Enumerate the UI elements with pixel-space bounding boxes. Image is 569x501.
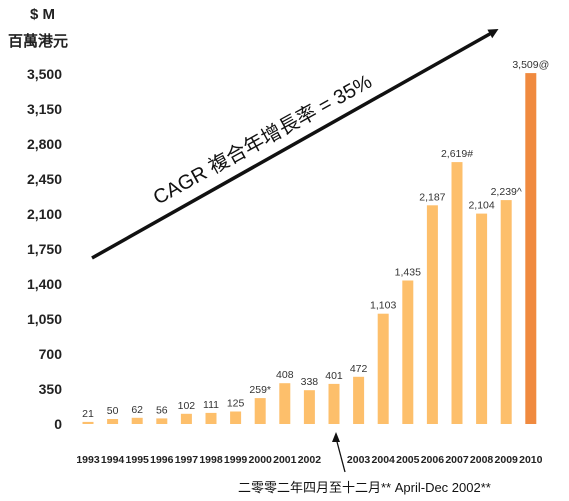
bar [107,419,119,424]
bar-value-label: 338 [301,376,319,388]
bar [82,421,94,424]
bar [377,313,389,424]
x-tick-label: 1996 [150,454,174,466]
note-pointer-arrowhead [332,432,340,442]
note-annotation: 二零零二年四月至十二月** April-Dec 2002** [238,480,491,495]
bar [476,213,488,424]
cagr-annotation: CAGR 複合年增長率 = 35% [149,70,376,210]
bar [426,205,438,424]
bar-value-label: 2,239^ [491,186,522,198]
bar-value-label: 111 [203,399,219,411]
bar-value-label: 259* [249,384,271,396]
y-tick-label: 2,800 [27,136,62,152]
x-tick-label: 2010 [519,454,543,466]
bar [402,280,414,424]
bar [180,413,192,424]
bar [254,398,266,424]
bar-value-label: 3,509@ [512,59,549,71]
y-tick-label: 350 [39,381,63,397]
x-tick-label: 1995 [126,454,150,466]
bar [131,417,143,424]
bar [525,73,537,424]
bar-value-label: 125 [227,398,245,410]
bar [451,162,463,424]
x-tick-label: 2005 [396,454,420,466]
bar [328,383,340,424]
x-tick-label: 1997 [175,454,199,466]
x-tick-label: 1999 [224,454,248,466]
y-axis-title: 百萬港元 [8,33,69,50]
bar [353,376,365,424]
x-tick-label: 2007 [445,454,469,466]
bar [205,412,217,424]
x-tick-label: 2000 [249,454,273,466]
x-tick-label: 2001 [273,454,297,466]
x-tick-label: 1993 [76,454,100,466]
bar-value-label: 2,104 [468,200,494,212]
bar [279,383,291,424]
bar-value-label: 21 [82,408,94,420]
y-tick-label: 0 [54,416,62,432]
x-tick-label: 1994 [101,454,125,466]
bar-value-label: 102 [178,400,196,412]
bar [230,411,242,424]
bar [156,418,168,424]
x-tick-label: 2009 [495,454,519,466]
bar-value-label: 1,435 [395,267,421,279]
bar-value-label: 56 [156,404,168,416]
bar-value-label: 2,187 [419,191,445,203]
bar [303,390,315,424]
note-pointer-line [335,437,346,473]
y-tick-label: 1,750 [27,241,62,257]
bar-value-label: 408 [276,369,294,381]
x-tick-label: 2008 [470,454,494,466]
y-tick-label: 1,400 [27,276,62,292]
bar-value-label: 2,619# [441,148,473,160]
y-tick-label: 1,050 [27,311,62,327]
x-tick-label: 2006 [421,454,445,466]
bar-value-label: 50 [107,405,119,417]
bar-value-label: 1,103 [370,300,396,312]
y-tick-label: 2,100 [27,206,62,222]
y-tick-label: 3,500 [27,66,62,82]
x-tick-label: 2002 [298,454,322,466]
x-tick-label: 1998 [199,454,223,466]
x-tick-label: 2004 [372,454,396,466]
y-axis-unit-label: $ M [30,6,56,23]
y-tick-label: 3,150 [27,101,62,117]
bar-value-label: 401 [325,370,343,382]
bar [500,200,512,424]
x-tick-label: 2003 [347,454,371,466]
cagr-trend-arrow [91,29,499,260]
bar-value-label: 472 [350,363,368,375]
y-tick-label: 2,450 [27,171,62,187]
bar-value-label: 62 [131,404,143,416]
y-tick-label: 700 [39,346,63,362]
